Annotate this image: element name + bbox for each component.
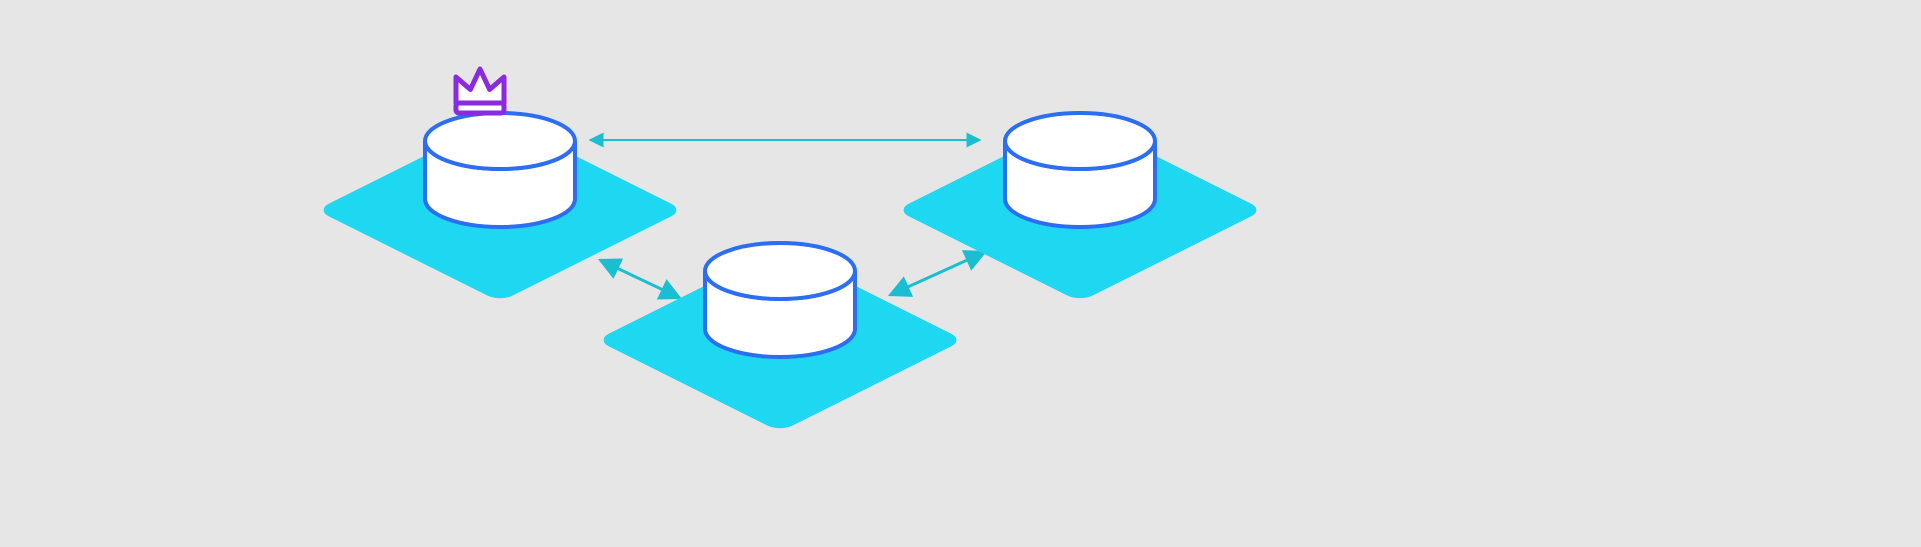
node-secondary-right bbox=[896, 113, 1264, 302]
diagram-canvas bbox=[20, 20, 1901, 527]
network-diagram bbox=[20, 20, 1901, 527]
nodes-layer bbox=[316, 69, 1264, 432]
node-primary bbox=[316, 69, 684, 302]
edge-primary-secondary-bottom bbox=[600, 260, 680, 298]
database-cylinder bbox=[1005, 113, 1155, 227]
node-secondary-bottom bbox=[596, 243, 964, 432]
database-cylinder bbox=[425, 113, 575, 227]
crown-icon bbox=[456, 69, 504, 113]
edge-secondary-bottom-secondary-right bbox=[890, 252, 985, 295]
database-cylinder bbox=[705, 243, 855, 357]
